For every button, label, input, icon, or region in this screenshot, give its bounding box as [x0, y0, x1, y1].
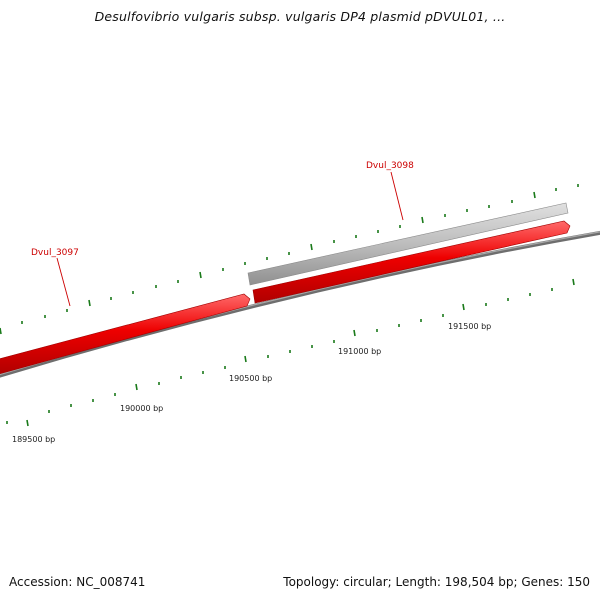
gene-label-dvul-3097[interactable]: Dvul_3097: [31, 248, 79, 258]
tick-mark: [244, 355, 247, 363]
tick-mark: [353, 329, 356, 337]
gene-dvul-3097-arrow[interactable]: [0, 293, 251, 375]
position-label: 190500 bp: [229, 374, 272, 383]
gene-label-dvul-3098[interactable]: Dvul_3098: [366, 161, 414, 171]
upper-tick-row: [0, 184, 579, 335]
position-label: 191500 bp: [448, 322, 491, 331]
tick-mark: [572, 278, 575, 286]
accession-text: Accession: NC_008741: [9, 575, 146, 589]
position-label: 190000 bp: [120, 404, 163, 413]
plasmid-backbone: [0, 230, 600, 378]
position-label: 191000 bp: [338, 347, 381, 356]
gene-dvul-3098-reverse-box[interactable]: [247, 202, 569, 286]
tick-mark: [88, 299, 91, 307]
tick-mark: [199, 271, 202, 279]
map-title: Desulfovibrio vulgaris subsp. vulgaris D…: [94, 9, 506, 24]
tick-mark: [135, 383, 138, 391]
tick-mark: [421, 216, 424, 224]
gene-label-leader: [56, 257, 71, 307]
position-label: 189500 bp: [12, 435, 55, 444]
gene-dvul-3098-arrow[interactable]: [252, 220, 571, 304]
gene-label-leader: [390, 171, 404, 221]
tick-mark: [310, 243, 313, 251]
tick-mark: [26, 419, 29, 427]
tick-mark: [0, 327, 2, 335]
tick-mark: [533, 191, 536, 199]
lower-tick-row: [6, 278, 575, 427]
tick-mark: [462, 303, 465, 311]
plasmid-summary-text: Topology: circular; Length: 198,504 bp; …: [283, 575, 590, 589]
